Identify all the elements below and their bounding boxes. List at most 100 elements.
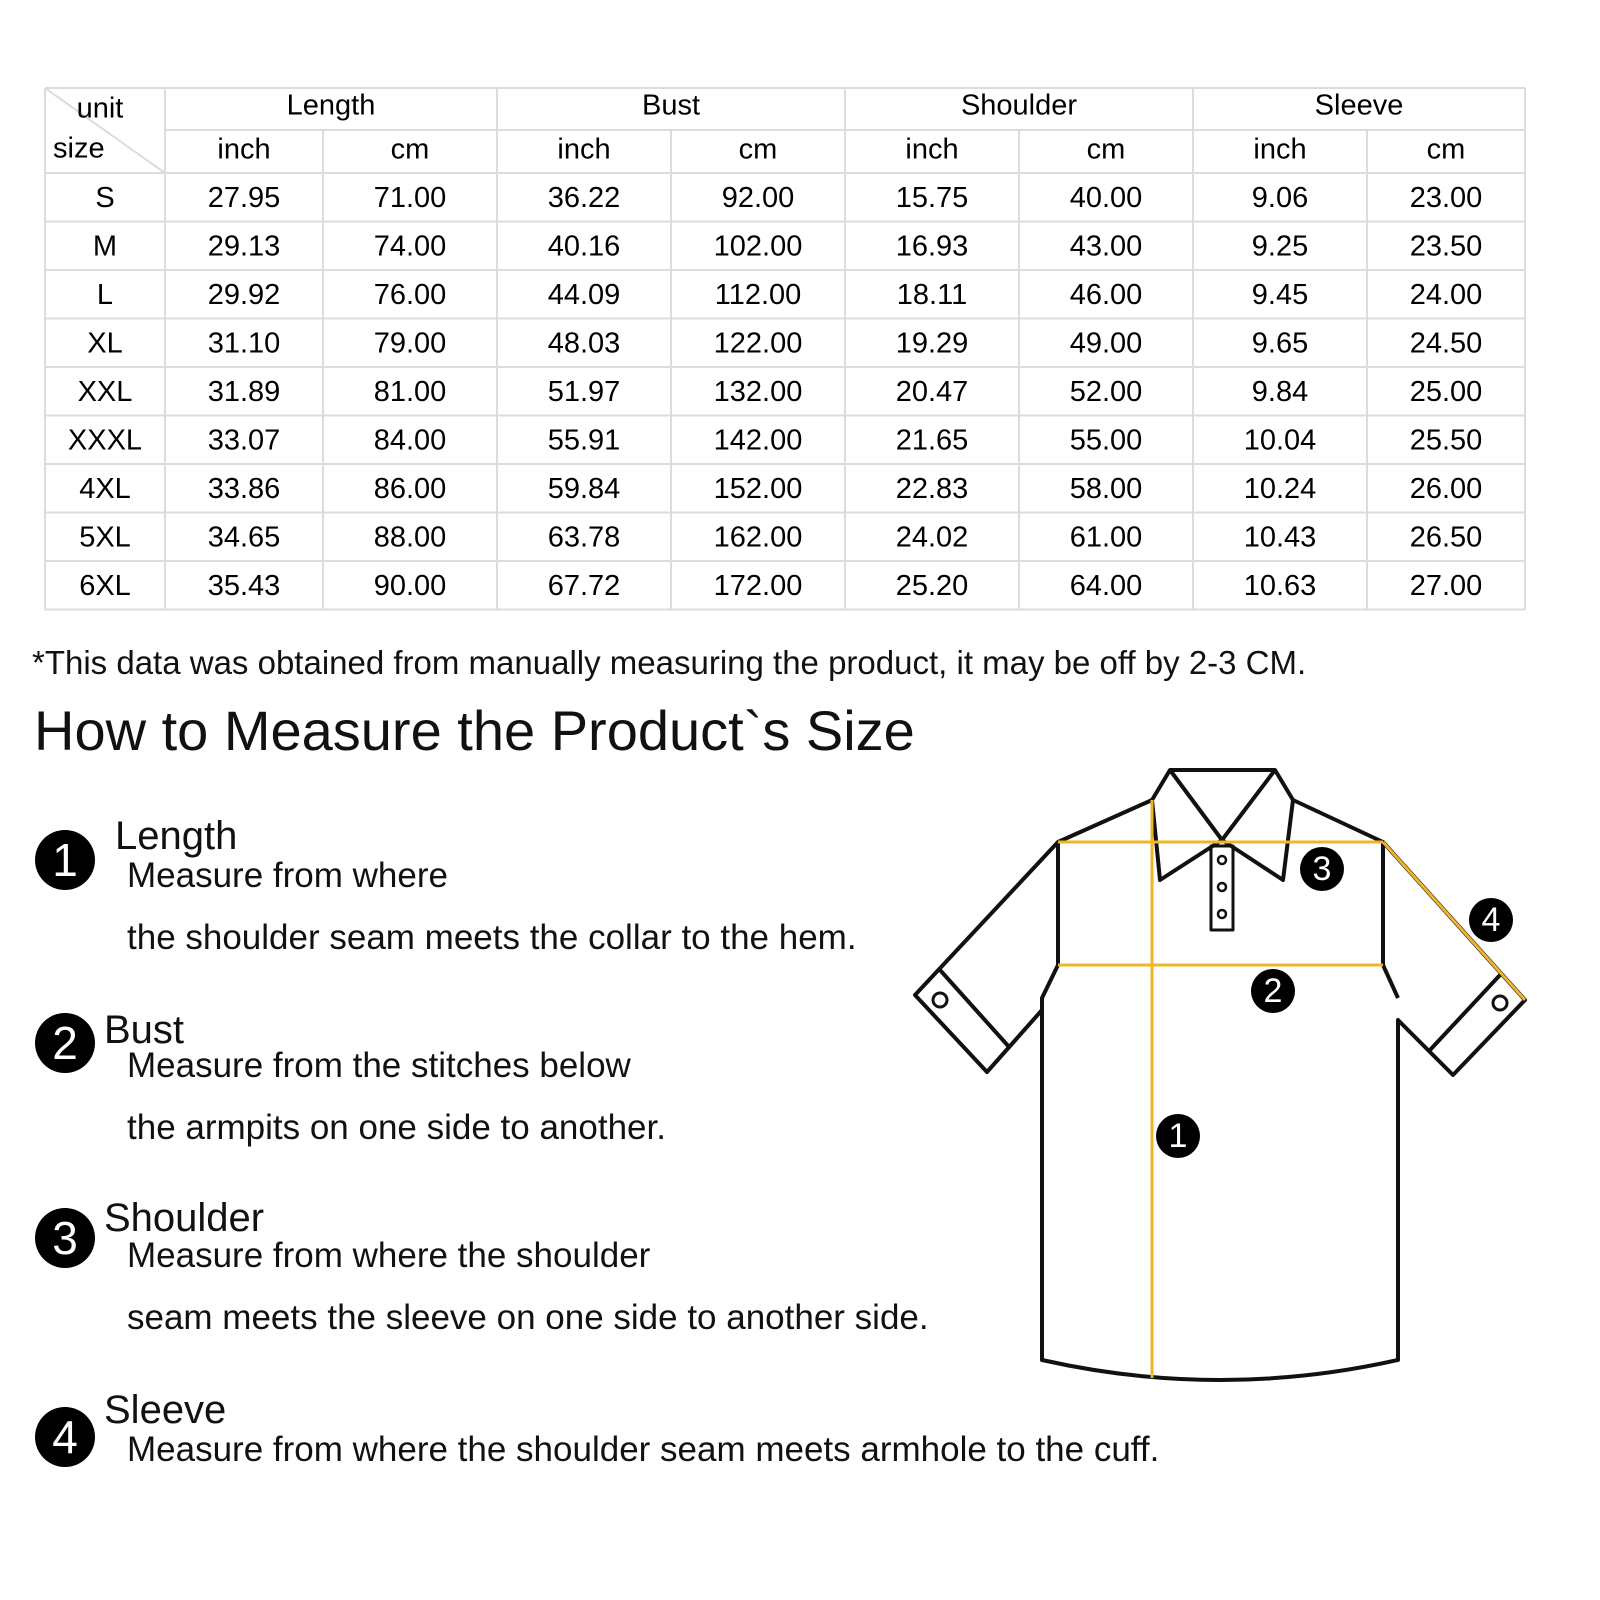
table-cell: 33.86 — [208, 473, 281, 505]
table-cell: 88.00 — [374, 521, 447, 553]
table-cell: 33.07 — [208, 424, 281, 456]
table-cell: 162.00 — [714, 521, 803, 553]
size-label: XL — [87, 327, 122, 359]
step-badge: 3 — [35, 1208, 95, 1268]
size-label: XXXL — [68, 424, 142, 456]
table-cell: 152.00 — [714, 473, 803, 505]
table-cell: 26.50 — [1410, 521, 1483, 553]
table-cell: 76.00 — [374, 279, 447, 311]
table-cell: 48.03 — [548, 327, 621, 359]
marker-label: 3 — [1313, 850, 1332, 888]
table-cell: 40.00 — [1070, 182, 1143, 214]
table-cell: 15.75 — [896, 182, 969, 214]
table-cell: 9.25 — [1252, 230, 1308, 262]
table-cell: 24.50 — [1410, 327, 1483, 359]
unit-header: inch — [905, 134, 958, 166]
table-cell: 63.78 — [548, 521, 621, 553]
size-label: 5XL — [79, 521, 131, 553]
table-cell: 51.97 — [548, 376, 621, 408]
table-cell: 25.00 — [1410, 376, 1483, 408]
table-cell: 36.22 — [548, 182, 621, 214]
table-cell: 64.00 — [1070, 570, 1143, 602]
table-cell: 16.93 — [896, 230, 969, 262]
size-label: 4XL — [79, 473, 131, 505]
step-text: the armpits on one side to another. — [127, 1108, 666, 1147]
step-badge: 4 — [35, 1407, 95, 1467]
table-cell: 52.00 — [1070, 376, 1143, 408]
group-header: Sleeve — [1315, 90, 1404, 122]
table-cell: 10.63 — [1244, 570, 1317, 602]
note: *This data was obtained from manually me… — [32, 644, 1307, 681]
table-cell: 9.84 — [1252, 376, 1308, 408]
table-cell: 31.10 — [208, 327, 281, 359]
table-cell: 22.83 — [896, 473, 969, 505]
marker-label: 1 — [1169, 1117, 1188, 1155]
marker-badge — [1300, 847, 1344, 891]
table-cell: 102.00 — [714, 230, 803, 262]
unit-header: cm — [1087, 134, 1126, 166]
table-cell: 71.00 — [374, 182, 447, 214]
table-cell: 10.43 — [1244, 521, 1317, 553]
table-cell: 142.00 — [714, 424, 803, 456]
table-cell: 20.47 — [896, 376, 969, 408]
corner-unit: unit — [77, 93, 124, 125]
table-cell: 25.20 — [896, 570, 969, 602]
table-cell: 67.72 — [548, 570, 621, 602]
table-cell: 9.06 — [1252, 182, 1308, 214]
size-label: L — [97, 279, 113, 311]
step-text: Measure from the stitches below — [127, 1046, 631, 1085]
table-cell: 58.00 — [1070, 473, 1143, 505]
table-cell: 79.00 — [374, 327, 447, 359]
table-cell: 23.00 — [1410, 182, 1483, 214]
table-cell: 74.00 — [374, 230, 447, 262]
size-table: unit size Length Bust Shoulder Sleeve inch cm in… — [44, 87, 1526, 611]
table-cell: 92.00 — [722, 182, 795, 214]
table-cell: 46.00 — [1070, 279, 1143, 311]
table-cell: 24.02 — [896, 521, 969, 553]
step-text: the shoulder seam meets the collar to th… — [127, 918, 857, 957]
step-badge: 1 — [35, 830, 95, 890]
table-cell: 40.16 — [548, 230, 621, 262]
table-cell: 29.13 — [208, 230, 281, 262]
measure-lines — [1058, 800, 1527, 1378]
table-cell: 10.04 — [1244, 424, 1317, 456]
unit-header: inch — [1253, 134, 1306, 166]
corner-size: size — [53, 133, 105, 165]
table-cell: 19.29 — [896, 327, 969, 359]
table-cell: 49.00 — [1070, 327, 1143, 359]
step-title: Bust — [104, 1008, 185, 1052]
table-cell: 23.50 — [1410, 230, 1483, 262]
table-cell: 26.00 — [1410, 473, 1483, 505]
marker-badge — [1156, 1114, 1200, 1158]
unit-header: inch — [557, 134, 610, 166]
shirt-outline — [913, 768, 1527, 1382]
table-cell: 24.00 — [1410, 279, 1483, 311]
table-cell: 25.50 — [1410, 424, 1483, 456]
markers: 1 2 3 4 — [1156, 847, 1513, 1158]
step-title: Sleeve — [104, 1388, 227, 1432]
table-cell: 112.00 — [715, 279, 802, 311]
table-cell: 122.00 — [714, 327, 803, 359]
table-cell: 90.00 — [374, 570, 447, 602]
size-label: 6XL — [79, 570, 131, 602]
size-label: XXL — [78, 376, 133, 408]
table-cell: 29.92 — [208, 279, 281, 311]
marker-label: 4 — [1482, 901, 1501, 939]
table-cell: 21.65 — [896, 424, 969, 456]
table-cell: 34.65 — [208, 521, 281, 553]
marker-badge — [1251, 969, 1295, 1013]
step-title: Length — [115, 814, 238, 858]
step-text: seam meets the sleeve on one side to ano… — [127, 1298, 929, 1337]
size-label: S — [95, 182, 114, 214]
table-cell: 27.00 — [1410, 570, 1483, 602]
table-cell: 18.11 — [897, 279, 967, 311]
table-cell: 86.00 — [374, 473, 447, 505]
group-header: Length — [287, 90, 376, 122]
unit-header: cm — [391, 134, 430, 166]
unit-header: cm — [1427, 134, 1466, 166]
step-badge: 2 — [35, 1013, 95, 1073]
unit-header: inch — [217, 134, 270, 166]
table-cell: 84.00 — [374, 424, 447, 456]
size-label: M — [93, 230, 117, 262]
